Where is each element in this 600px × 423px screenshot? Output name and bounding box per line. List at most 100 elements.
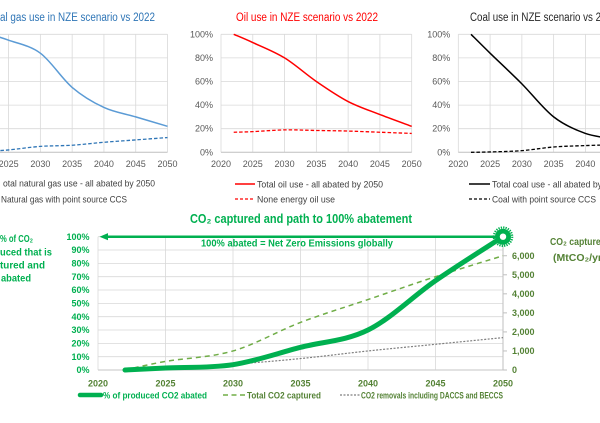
x-tick-label: 2030	[512, 159, 532, 169]
y-tick-label: 60%	[195, 77, 213, 87]
series-line-percent-abated	[122, 234, 506, 373]
x-tick-label: 2040	[338, 159, 358, 169]
left-y-tick-label: 40%	[71, 312, 89, 322]
series-lines	[0, 36, 168, 152]
y-tick-label: 80%	[195, 53, 213, 63]
legend-label: Total CO2 captured	[247, 391, 321, 402]
x-tick-label: 2050	[402, 159, 422, 169]
series-line-total-use	[470, 33, 600, 138]
x-tick-label: 2045	[370, 159, 390, 169]
axes: 2020 2025 2030 2035 2040 2045 2050 0% 10% 20% 30% 4…	[66, 232, 534, 389]
y-tick-label: 40%	[432, 100, 450, 110]
chart-annotation: 100% abated = Net Zero Emissions globall…	[201, 239, 393, 250]
x-tick-label: 2025	[155, 379, 175, 389]
legend-label: Total coal use - all abated by	[492, 180, 600, 191]
chart-title: CO₂ captured and path to 100% abatement	[190, 212, 413, 226]
series-line-secondary	[233, 129, 412, 135]
x-tick-label: 2040	[575, 159, 595, 169]
series-line-co2-removals	[124, 337, 504, 371]
legend-label: Total oil use - all abated by 2050	[257, 180, 383, 191]
x-tick-label: 2025	[0, 159, 19, 169]
x-tick-label: 2035	[290, 379, 310, 389]
legend-label: Coal with point source CCS	[492, 195, 596, 206]
right-y-tick-label: 3,000	[512, 308, 535, 318]
y-tick-label: 80%	[432, 53, 450, 63]
axes: 2020 2025 2030 2035 2040 2045 2050 0% 20% 40% 60% 8…	[190, 29, 422, 169]
legend-label: CO2 removals including DACCS and BECCS	[361, 391, 503, 402]
left-axis-title: % of CO₂ uced that is tured and abated	[0, 233, 52, 285]
axis-title-line: uced that is	[0, 247, 52, 259]
coal-chart: 2020 2025 2030 2035 2040 0% 20% 40% 60% 80% 100% C…	[427, 12, 600, 206]
x-tick-label: 2035	[62, 159, 82, 169]
x-tick-label: 2035	[306, 159, 326, 169]
right-y-tick-label: 5,000	[512, 270, 535, 280]
gas-chart: 2025 2030 2035 2040 2045 2050 al gas use in N…	[0, 12, 178, 206]
chart-title: al gas use in NZE scenario vs 2022	[0, 12, 155, 24]
axis-title-line: tured and	[0, 260, 45, 272]
x-tick-label: 2050	[157, 159, 177, 169]
left-y-tick-label: 100%	[66, 232, 89, 242]
legend-label: None energy oil use	[257, 195, 335, 206]
axis-title-line: % of CO₂	[0, 233, 33, 245]
y-tick-label: 0%	[200, 147, 213, 157]
left-y-tick-label: 20%	[71, 339, 89, 349]
y-tick-label: 20%	[195, 124, 213, 134]
legend-label: otal natural gas use - all abated by 205…	[3, 179, 155, 190]
left-y-tick-label: 0%	[76, 365, 89, 375]
x-tick-label: 2030	[30, 159, 50, 169]
series-line-secondary	[0, 136, 168, 152]
x-tick-label: 2025	[243, 159, 263, 169]
axes: 2020 2025 2030 2035 2040 0% 20% 40% 60% 80% 100%	[427, 29, 600, 169]
y-tick-label: 60%	[432, 77, 450, 87]
oil-chart: 2020 2025 2030 2035 2040 2045 2050 0% 20% 40% 60% 8…	[190, 12, 422, 206]
target-marker-center	[499, 233, 507, 240]
legend: % of produced CO2 abated Total CO2 captu…	[77, 391, 503, 402]
right-y-tick-label: 4,000	[512, 289, 535, 299]
net-zero-arrow	[99, 226, 514, 247]
series-lines	[122, 234, 506, 373]
legend: Total coal use - all abated by Coal with…	[469, 180, 600, 206]
right-y-tick-label: 6,000	[512, 251, 535, 261]
x-tick-label: 2050	[493, 379, 513, 389]
chart-title: Coal use in NZE scenario vs 2	[470, 12, 600, 24]
left-y-tick-label: 80%	[71, 259, 89, 269]
x-tick-label: 2030	[275, 159, 295, 169]
gridlines	[0, 33, 168, 153]
axis-title-line: CO₂ captured	[550, 236, 600, 248]
y-tick-label: 100%	[427, 29, 450, 39]
x-tick-label: 2035	[544, 159, 564, 169]
y-tick-label: 40%	[195, 100, 213, 110]
series-lines	[470, 33, 600, 153]
x-tick-label: 2040	[358, 379, 378, 389]
series-line-total-use	[0, 36, 168, 128]
left-y-tick-label: 60%	[71, 285, 89, 295]
series-line-secondary	[470, 144, 600, 153]
left-y-tick-label: 90%	[71, 245, 89, 255]
y-tick-label: 100%	[190, 29, 213, 39]
gridlines	[220, 33, 413, 153]
x-tick-label: 2020	[211, 159, 231, 169]
left-y-tick-label: 70%	[71, 272, 89, 282]
legend: Total oil use - all abated by 2050 None …	[235, 180, 383, 206]
target-marker-burst	[492, 226, 514, 247]
left-y-tick-label: 10%	[71, 352, 89, 362]
x-tick-label: 2025	[480, 159, 500, 169]
series-line-total-co2-captured	[124, 255, 504, 371]
right-axis-title: CO₂ captured (MtCO₂/yr	[550, 236, 600, 264]
gridlines	[457, 33, 600, 153]
left-y-tick-label: 50%	[71, 299, 89, 309]
axes: 2025 2030 2035 2040 2045 2050	[0, 151, 178, 169]
x-tick-label: 2040	[94, 159, 114, 169]
legend: otal natural gas use - all abated by 205…	[1, 179, 155, 206]
x-tick-label: 2045	[425, 379, 445, 389]
left-y-tick-label: 30%	[71, 325, 89, 335]
x-tick-label: 2045	[126, 159, 146, 169]
co2-captured-chart: 2020 2025 2030 2035 2040 2045 2050 0% 10% 20% 30% 4…	[0, 212, 600, 402]
arrow-head-left-icon	[99, 233, 108, 241]
y-tick-label: 0%	[437, 147, 450, 157]
legend-label: Natural gas with point source CCS	[1, 195, 127, 206]
chart-title: Oil use in NZE scenario vs 2022	[236, 12, 378, 24]
x-tick-label: 2020	[88, 379, 108, 389]
axis-title-line: abated	[1, 273, 31, 285]
